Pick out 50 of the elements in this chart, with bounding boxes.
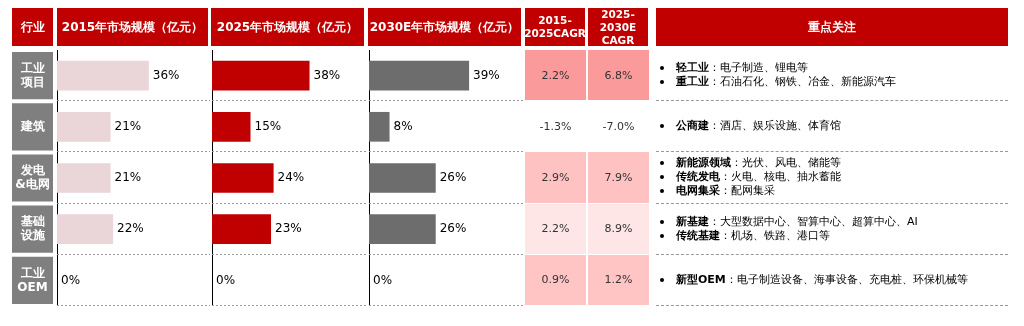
- text: 2.2%: [541, 68, 570, 82]
- text: 新型OEM：电子制造设备、海事设备、充电桩、环保机械等: [676, 272, 968, 286]
- data-label: 39%: [473, 67, 500, 82]
- text: -7.0%: [602, 119, 635, 133]
- chart-title: 2030E年市场规模（亿元）: [368, 8, 521, 46]
- bar: [212, 60, 310, 91]
- text: 传统基建：机场、铁路、港口等: [676, 228, 830, 242]
- data-label: 8%: [393, 118, 413, 133]
- text: 传统发电：火电、核电、抽水蓄能: [676, 170, 841, 184]
- y-tick-label: 基础设施: [19, 214, 46, 243]
- bar: [212, 214, 272, 245]
- text: 新基建：大型数据中心、智算中心、超算中心、AI: [676, 214, 918, 228]
- bar: [212, 163, 274, 193]
- data-label: 38%: [313, 67, 341, 82]
- text: 公商建：酒店、娱乐设施、体育馆: [676, 119, 841, 133]
- data-label: 24%: [277, 170, 305, 185]
- data-label: 0%: [216, 272, 236, 287]
- data-label: 21%: [114, 118, 142, 133]
- text: 2.9%: [541, 170, 570, 184]
- y-tick-label: 建筑: [19, 118, 45, 133]
- text: 重工业：石油石化、钢铁、冶金、新能源汽车: [676, 75, 896, 89]
- data-label: 0%: [373, 272, 393, 287]
- data-label: 26%: [439, 221, 467, 236]
- text: 新能源领域：光伏、风电、储能等: [676, 156, 841, 170]
- data-label: 0%: [61, 272, 81, 287]
- category-label: 2025-2030E CAGR: [588, 7, 648, 46]
- category-label: 2015-2025CAGR: [524, 8, 586, 46]
- chart-title: 2015年市场规模（亿元）: [57, 8, 208, 46]
- data-label: 15%: [254, 118, 282, 133]
- text: 2.2%: [541, 222, 570, 236]
- data-label: 21%: [114, 170, 142, 185]
- data-label: 22%: [117, 221, 144, 236]
- data-label: 36%: [152, 67, 180, 82]
- bar: [212, 111, 251, 142]
- data-label: 23%: [275, 221, 302, 236]
- text: 电网集采：配网集采: [676, 184, 775, 198]
- y-tick-label: 工业OEM: [17, 265, 48, 294]
- data-label: 26%: [439, 170, 467, 185]
- y-tick-label: 发电&电网: [15, 163, 50, 192]
- text: 1.2%: [604, 273, 633, 287]
- text: 6.8%: [604, 68, 633, 82]
- text: 轻工业：电子制造、锂电等: [676, 61, 808, 75]
- y-tick-label: 工业项目: [19, 60, 45, 89]
- text: -1.3%: [539, 119, 572, 133]
- chart-title: 2025年市场规模（亿元）: [211, 8, 364, 46]
- text: 7.9%: [604, 170, 633, 184]
- y-axis-title: 行业: [12, 8, 53, 46]
- text: 0.9%: [541, 273, 570, 287]
- text: 重点关注: [656, 8, 1008, 46]
- text: 8.9%: [604, 222, 633, 236]
